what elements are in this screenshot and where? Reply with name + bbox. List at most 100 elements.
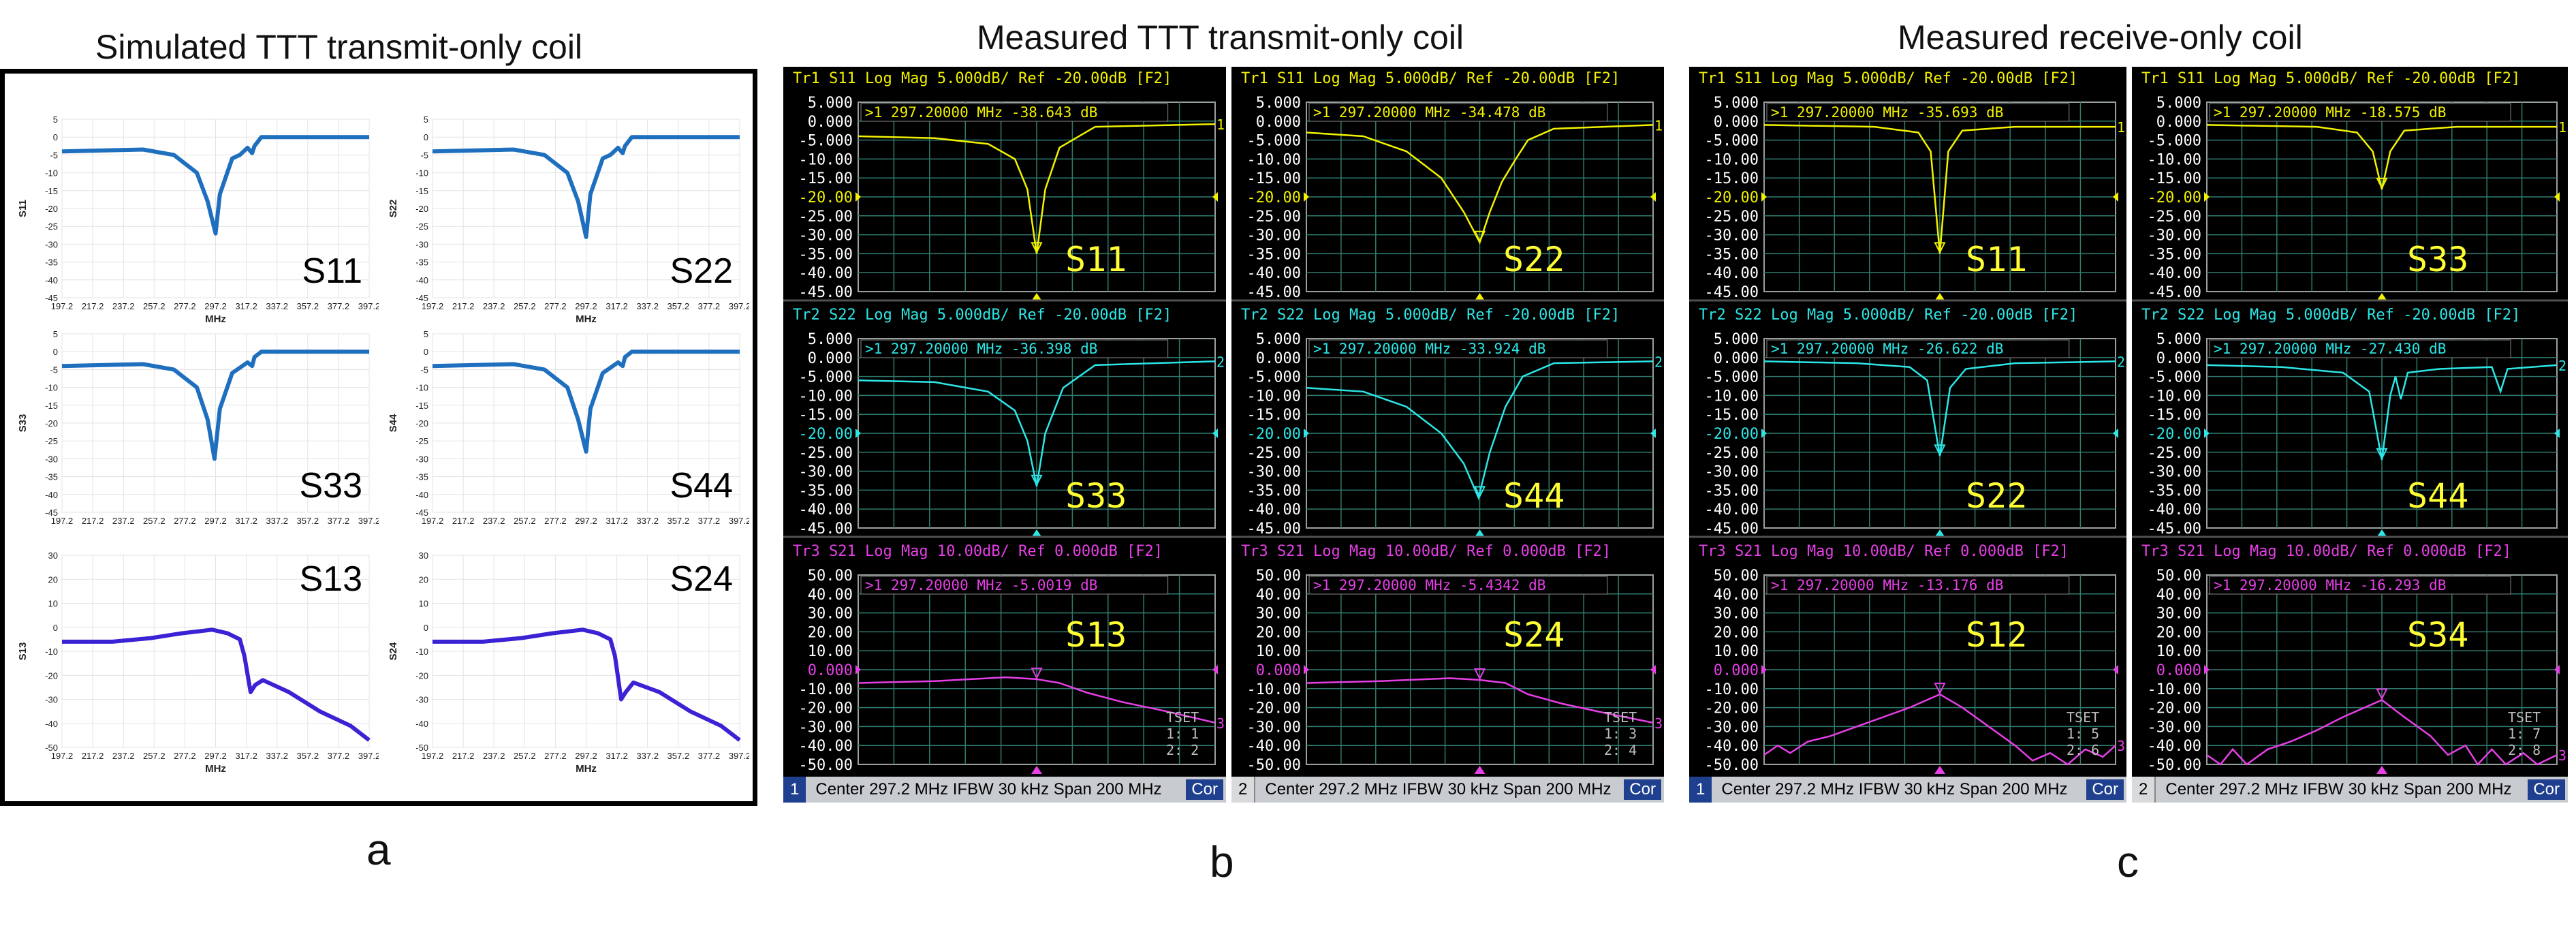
y-tick-label: -20.00 (1247, 700, 1301, 717)
trace-line (2206, 364, 2558, 461)
y-tick-label: -35.00 (1247, 482, 1301, 499)
trace-label: S22 (1966, 476, 2027, 516)
marker-readout: >1 297.20000 MHz -16.293 dB (2214, 577, 2446, 593)
x-tick-label: 377.2 (698, 301, 721, 311)
marker-triangle (1473, 486, 1486, 498)
status-text: Center 297.2 MHz IFBW 30 kHz Span 200 MH… (815, 780, 1162, 798)
y-tick-label: -15.00 (1705, 407, 1759, 424)
ref-arrow-right (1212, 429, 1218, 438)
y-tick-label: -15.00 (799, 407, 853, 424)
y-tick-label: 5 (53, 329, 58, 339)
x-tick-label: 317.2 (235, 751, 257, 761)
x-axis-label: MHz (576, 763, 597, 775)
x-tick-label: 257.2 (143, 301, 166, 311)
marker-stimulus-arrow (2376, 293, 2387, 301)
ref-arrow-left (855, 665, 861, 674)
trace-label: S33 (1065, 476, 1127, 516)
y-tick-label: -45.00 (799, 284, 853, 301)
y-tick-label: -15.00 (1705, 170, 1759, 187)
trace-end-number: 1 (1216, 117, 1225, 133)
y-tick-label: -35.00 (799, 482, 853, 499)
y-tick-label: -30.00 (1247, 719, 1301, 736)
y-tick-label: 0.000 (1714, 350, 1759, 367)
y-tick-label: -35.00 (799, 246, 853, 263)
x-tick-label: 317.2 (606, 751, 628, 761)
y-tick-label: 0.000 (808, 662, 853, 679)
marker-triangle (1031, 242, 1043, 254)
y-tick-label: -10 (415, 168, 428, 178)
x-tick-label: 237.2 (483, 516, 505, 526)
ref-arrow-left (1304, 665, 1309, 674)
y-tick-label: -25.00 (2148, 445, 2201, 462)
trace-line (1306, 124, 1654, 245)
marker-triangle (1473, 668, 1486, 681)
y-tick-label: -25.00 (1247, 208, 1301, 226)
x-tick-label: 337.2 (636, 751, 659, 761)
y-tick-label: -20.00 (799, 700, 853, 717)
y-tick-label: -45 (415, 293, 428, 303)
y-tick-label: -5.000 (1705, 369, 1759, 386)
marker-box (860, 339, 1169, 358)
y-tick-label: -20.00 (1247, 189, 1301, 206)
trace-label: S11 (1065, 240, 1127, 279)
series-line (433, 627, 741, 742)
marker-readout: >1 297.20000 MHz -27.430 dB (2214, 341, 2446, 357)
x-tick-label: 237.2 (483, 301, 505, 311)
marker-box (1308, 339, 1608, 358)
trace-label: S24 (1503, 615, 1565, 655)
ref-arrow-right (2554, 665, 2560, 674)
series-label: S22 (670, 251, 733, 291)
y-tick-label: -50.00 (799, 757, 853, 774)
y-tick-label: -5.000 (799, 133, 853, 150)
x-axis-label: MHz (576, 313, 597, 325)
trace-label: S33 (2407, 240, 2468, 279)
x-tick-label: 397.2 (729, 516, 749, 526)
trace-header: Tr2 S22 Log Mag 5.000dB/ Ref -20.00dB [F… (2141, 307, 2520, 324)
marker-triangle (1473, 230, 1486, 243)
y-tick-label: -40.00 (2148, 738, 2201, 755)
marker-readout: >1 297.20000 MHz -34.478 dB (1313, 104, 1545, 121)
marker-box (860, 103, 1169, 122)
y-tick-label: -5.000 (1247, 369, 1301, 386)
y-tick-label: -25.00 (2148, 208, 2201, 226)
title-measured-transmit: Measured TTT transmit-only coil (977, 18, 1464, 57)
vna-panel-transmit-ch2: Tr1 S11 Log Mag 5.000dB/ Ref -20.00dB [F… (1231, 67, 1664, 803)
trace-label: S44 (1503, 476, 1565, 516)
y-tick-label: -5.000 (2148, 133, 2201, 150)
marker-box (1766, 339, 2070, 358)
channel-indicator: 2 (1231, 777, 1256, 803)
trace-label: S12 (1966, 615, 2027, 655)
y-tick-label: 0.000 (2156, 114, 2201, 131)
y-tick-label: 0.000 (2156, 350, 2201, 367)
y-tick-label: -20.00 (799, 189, 853, 206)
y-tick-label: -25.00 (1705, 445, 1759, 462)
tset-text: 1: 3 (1604, 726, 1637, 742)
x-axis-label: MHz (205, 313, 226, 325)
y-tick-label: -20.00 (1705, 426, 1759, 443)
y-tick-label: -40 (45, 275, 58, 285)
y-tick-label: 30.00 (808, 606, 853, 623)
trace-header: Tr3 S21 Log Mag 10.00dB/ Ref 0.000dB [F2… (2141, 543, 2511, 560)
series-line (61, 135, 369, 236)
title-measured-receive: Measured receive-only coil (1898, 18, 2303, 57)
channel-indicator: 1 (1689, 777, 1712, 803)
trace-header: Tr1 S11 Log Mag 5.000dB/ Ref -20.00dB [F… (1241, 70, 1620, 87)
series-label: S33 (299, 466, 362, 506)
x-tick-label: 397.2 (729, 751, 749, 761)
status-text: Center 297.2 MHz IFBW 30 kHz Span 200 MH… (1265, 780, 1612, 798)
y-tick-label: -20.00 (1705, 700, 1759, 717)
y-tick-label: -35 (45, 472, 58, 482)
cor-badge: Cor (2086, 779, 2124, 801)
y-tick-label: 5.000 (2156, 331, 2201, 348)
status-text: Center 297.2 MHz IFBW 30 kHz Span 200 MH… (1721, 780, 2068, 798)
y-tick-label: -45.00 (1247, 521, 1301, 538)
y-tick-label: -25.00 (799, 445, 853, 462)
x-axis-label: MHz (205, 763, 226, 775)
y-tick-label: -15 (415, 186, 428, 196)
marker-readout: >1 297.20000 MHz -35.693 dB (1771, 104, 2003, 121)
marker-stimulus-arrow (1031, 293, 1042, 301)
y-tick-label: -10.00 (799, 388, 853, 405)
y-tick-label: -50 (45, 743, 58, 753)
trace-label: S11 (1966, 240, 2027, 279)
